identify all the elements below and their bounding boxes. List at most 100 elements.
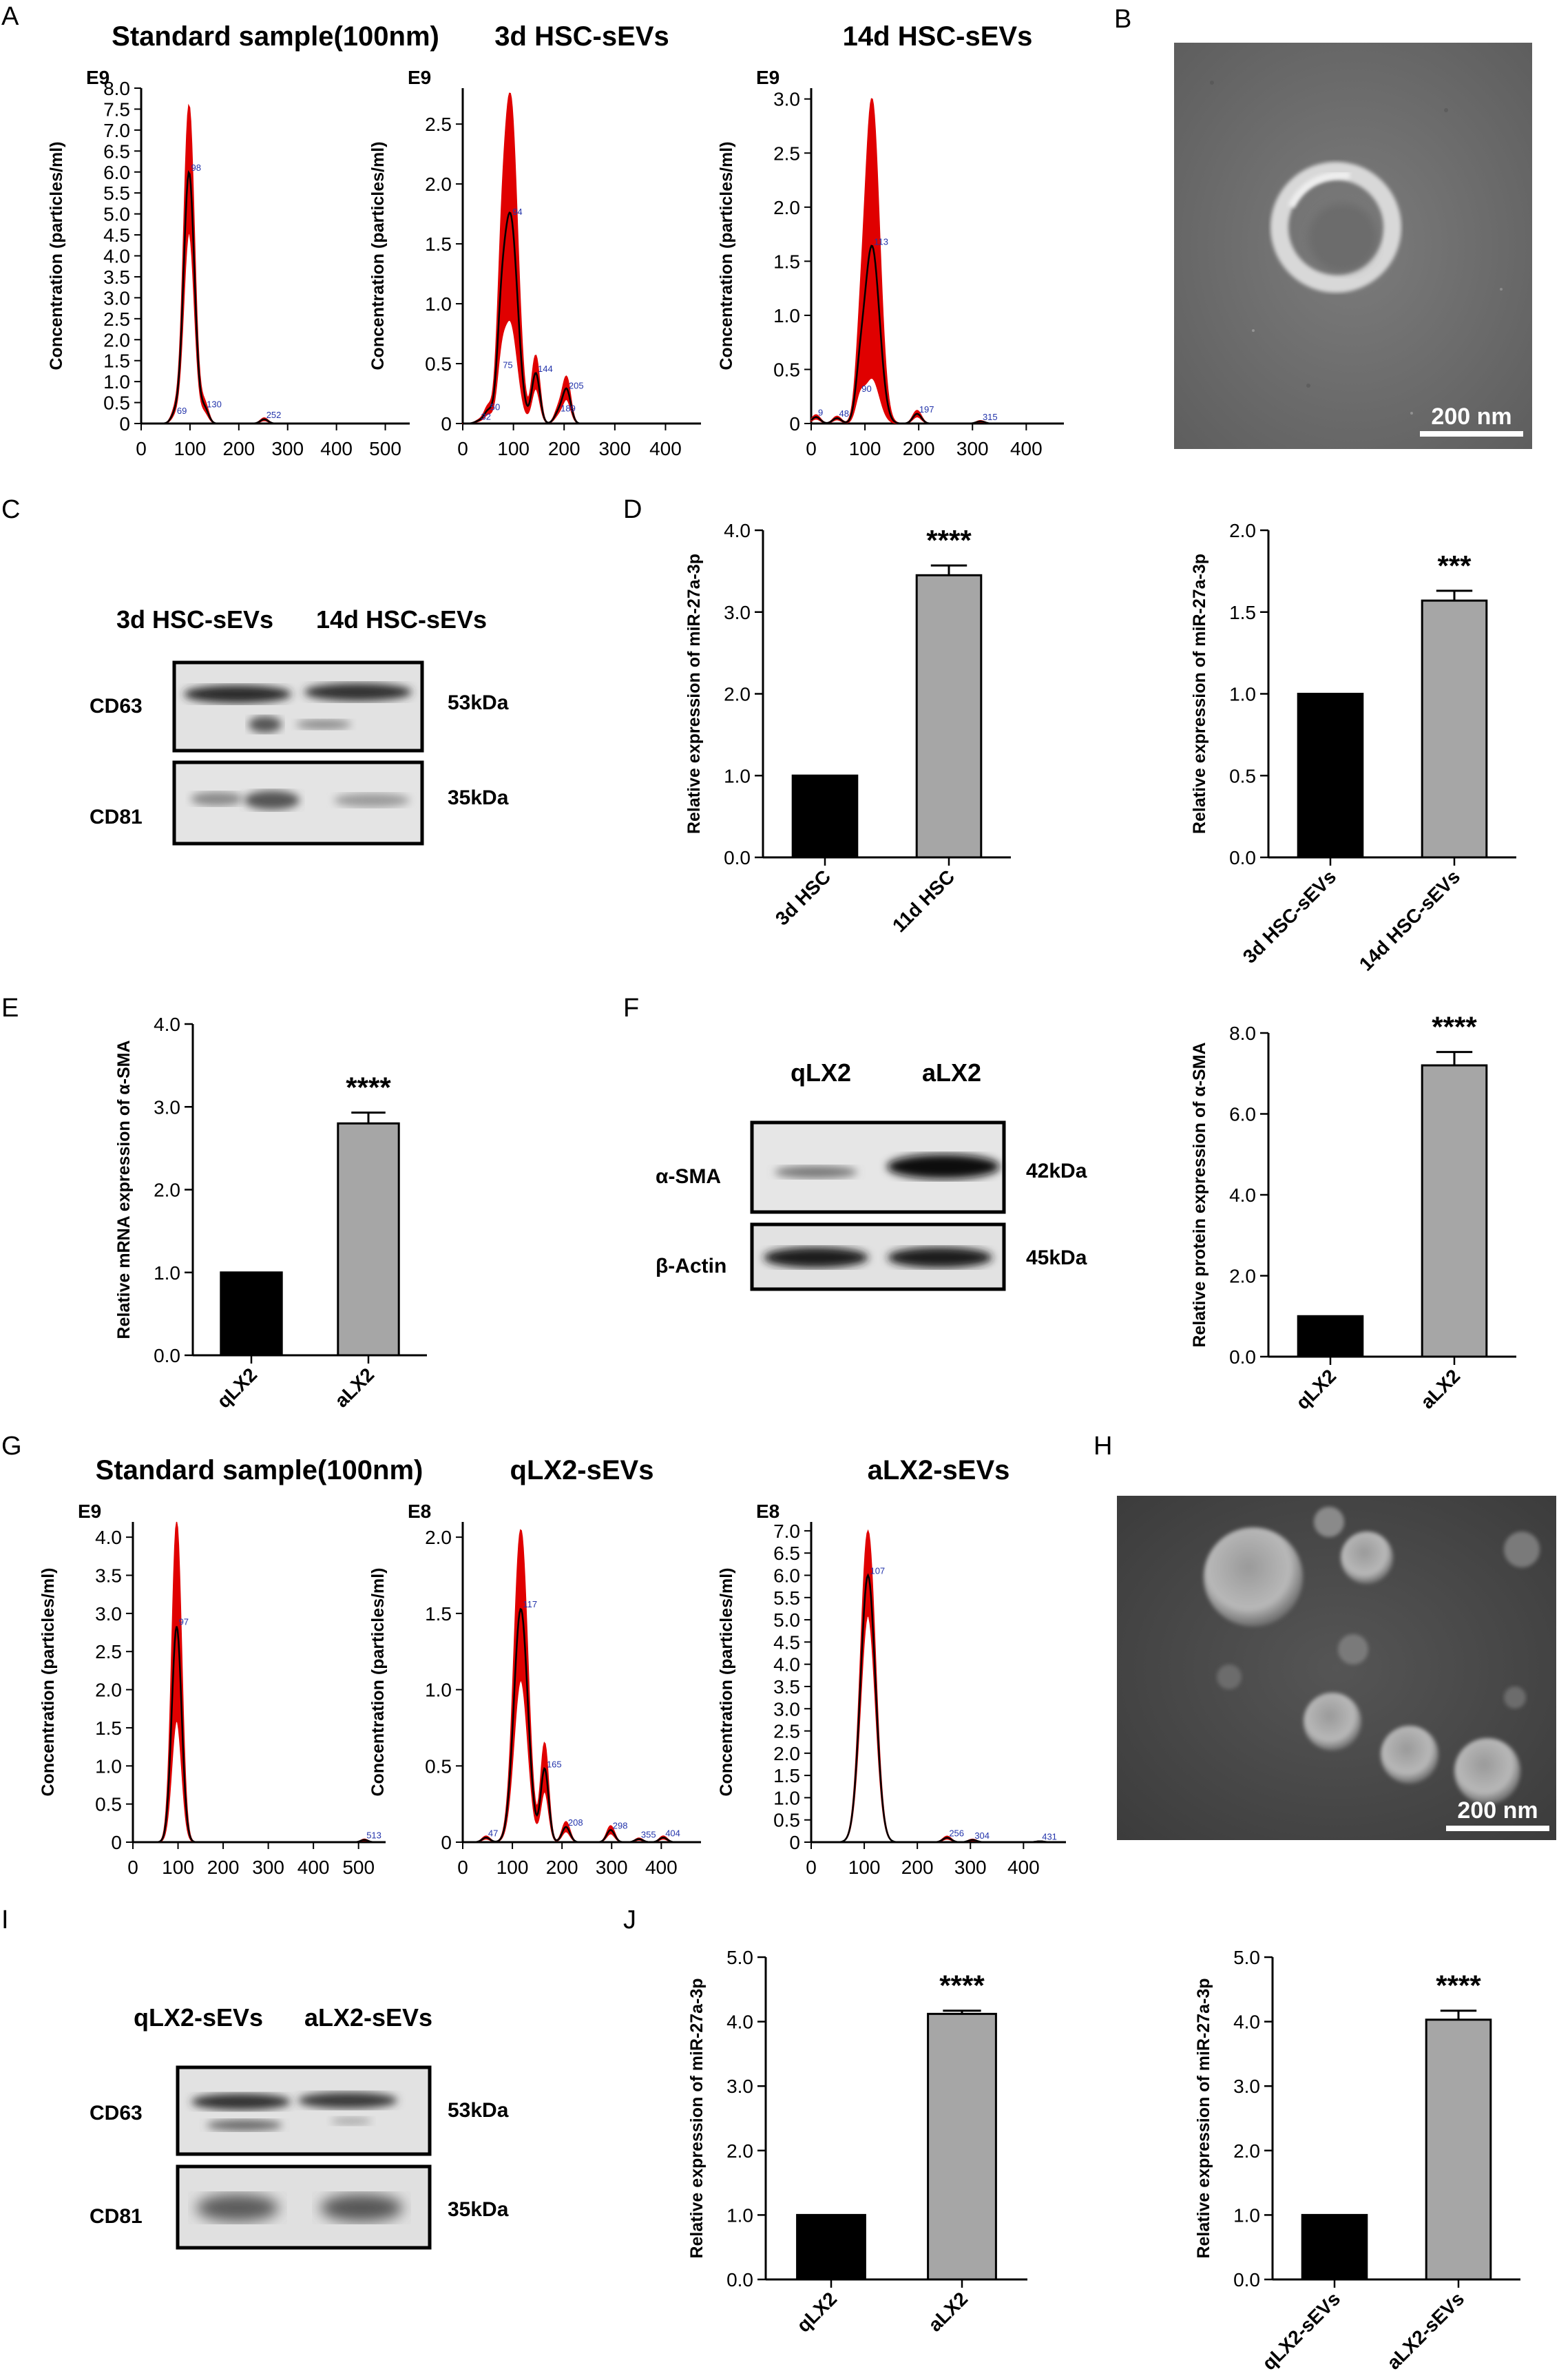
blot-f-row-1: α-SMA (656, 1165, 721, 1188)
nta-y-tick-label: 1.5 (773, 251, 800, 272)
panel-label-h: H (1094, 1432, 1112, 1461)
nta-peak-label: 165 (547, 1760, 562, 1770)
nta-peak-label: 47 (488, 1828, 498, 1838)
bar-category-label: qLX2 (1292, 1365, 1340, 1413)
bar-y-tick-label: 6.0 (1229, 1104, 1256, 1125)
blot-c-kda-2: 35kDa (448, 786, 509, 809)
nta-peak-label: 513 (366, 1830, 381, 1841)
nta-peak-label: 48 (839, 408, 848, 419)
tem-image-b: 200 nm (1174, 43, 1532, 449)
nta-y-tick-label: 1.5 (103, 351, 130, 372)
nta-mean-curve (463, 1607, 701, 1844)
bar (1297, 693, 1364, 859)
nta-y-tick-label: 4.5 (103, 225, 130, 246)
bar-y-tick-label: 0.0 (1233, 2269, 1260, 2290)
nta-y-label: Concentration (particles/ml) (368, 1568, 388, 1797)
nta-peak-label: 189 (561, 403, 576, 413)
nta-y-tick-label: 3.5 (95, 1565, 122, 1587)
nta-y-tick-label: 0 (441, 1832, 452, 1853)
blot-f-kda-1: 42kDa (1026, 1160, 1087, 1182)
panel-label-j: J (623, 1906, 636, 1934)
nta-title: qLX2-sEVs (510, 1455, 654, 1485)
nta-peak-label: 113 (874, 236, 888, 247)
bar-y-tick-label: 4.0 (1233, 2012, 1260, 2033)
nta-x-tick-label: 0 (806, 438, 817, 459)
nta-peak-label: 431 (1042, 1832, 1057, 1842)
vesicle-b (1270, 162, 1401, 293)
nta-peak-label: 94 (512, 207, 522, 217)
bar-y-tick-label: 5.0 (726, 1947, 753, 1968)
nta-x-tick-label: 0 (457, 438, 468, 459)
bar-y-tick-label: 1.0 (1229, 684, 1256, 705)
bar (1421, 1064, 1488, 1358)
nta-x-tick-label: 200 (207, 1857, 240, 1878)
nta-y-tick-label: 5.0 (773, 1609, 800, 1631)
nta-x-tick-label: 300 (598, 438, 631, 459)
bar-y-tick-label: 0.0 (726, 2269, 753, 2290)
bar-y-tick-label: 0.0 (154, 1345, 180, 1366)
panel-label-c: C (1, 495, 20, 524)
panel-label-d: D (623, 495, 642, 524)
nta-x-tick-label: 100 (848, 1857, 881, 1878)
nta-peak-label: 404 (665, 1828, 680, 1838)
bar-y-tick-label: 0.0 (1229, 847, 1256, 868)
nta-x-tick-label: 200 (903, 438, 935, 459)
bar-chart-j-cells: 0.0 1.0 2.0 3.0 4.0 5.0 Relative expression of… (687, 1947, 1027, 2337)
vesicle-h-2 (1341, 1532, 1393, 1584)
nta-y-tick-label: 0.5 (95, 1794, 122, 1815)
nta-y-tick-label: 2.0 (103, 329, 130, 351)
nta-x-tick-label: 400 (320, 438, 353, 459)
blot-f-lane-2: aLX2 (922, 1058, 981, 1087)
significance-marker: *** (1437, 550, 1472, 582)
panel-label-i: I (1, 1906, 9, 1934)
significance-marker: **** (1432, 1011, 1477, 1043)
nta-y-tick-label: 2.5 (425, 114, 452, 135)
bar-y-tick-label: 2.0 (726, 2140, 753, 2162)
nta-title: Standard sample(100nm) (112, 21, 439, 52)
bar (1421, 599, 1488, 859)
vesicle-h-5 (1304, 1693, 1361, 1751)
nta-y-tick-label: 3.0 (773, 89, 800, 110)
nta-y-label: Concentration (particles/ml) (717, 1568, 736, 1797)
nta-y-tick-label: 5.5 (773, 1587, 800, 1609)
nta-chart-standard-g: Standard sample(100nm) E9 Concentration (p… (39, 1455, 423, 1878)
nta-y-tick-label: 1.0 (103, 371, 130, 393)
nta-y-tick-label: 3.0 (773, 1698, 800, 1720)
nta-x-tick-label: 500 (342, 1857, 375, 1878)
nta-y-tick-label: 6.5 (773, 1543, 800, 1564)
bar (1297, 1315, 1364, 1358)
nta-mean-curve (133, 1626, 386, 1844)
nta-peak-label: 208 (568, 1817, 583, 1828)
nta-y-tick-label: 6.0 (103, 162, 130, 183)
nta-y-tick-label: 6.0 (773, 1565, 800, 1587)
nta-peak-label: 252 (266, 410, 282, 420)
bar-chart-f-protein: 0.0 2.0 4.0 6.0 8.0 Relative protein expressi… (1190, 1011, 1516, 1414)
nta-y-tick-label: 0 (789, 413, 800, 435)
nta-y-tick-label: 2.5 (773, 143, 800, 164)
bar-y-label: Relative expression of miR-27a-3p (1194, 1978, 1213, 2258)
nta-peak-label: 9 (818, 408, 823, 418)
bar-y-tick-label: 4.0 (726, 2012, 753, 2033)
tem-image-h: 200 nm (1117, 1496, 1556, 1840)
bar-y-tick-label: 2.0 (724, 684, 751, 705)
bar-y-tick-label: 3.0 (724, 602, 751, 623)
bar (1301, 2213, 1368, 2281)
nta-title: 3d HSC-sEVs (494, 21, 669, 52)
nta-y-tick-label: 1.0 (773, 305, 800, 326)
bar-y-label: Relative mRNA expression of α-SMA (114, 1041, 134, 1339)
blot-f-lane-1: qLX2 (791, 1058, 851, 1087)
nta-y-tick-label: 4.5 (773, 1631, 800, 1653)
nta-y-tick-label: 5.5 (103, 182, 130, 204)
bar-y-tick-label: 1.0 (724, 765, 751, 786)
nta-peak-label: 144 (538, 364, 553, 374)
nta-x-tick-label: 400 (645, 1857, 678, 1878)
blot-c-lane-2: 14d HSC-sEVs (316, 605, 487, 634)
nta-peak-label: 355 (641, 1830, 656, 1840)
bar-y-tick-label: 1.5 (1229, 602, 1256, 623)
nta-x-tick-label: 0 (127, 1857, 138, 1878)
nta-x-tick-label: 400 (1007, 1857, 1040, 1878)
panel-label-f: F (623, 994, 639, 1023)
nta-y-tick-label: 4.0 (95, 1527, 122, 1548)
bar-y-tick-label: 2.0 (1229, 520, 1256, 541)
nta-x-tick-label: 300 (271, 438, 304, 459)
